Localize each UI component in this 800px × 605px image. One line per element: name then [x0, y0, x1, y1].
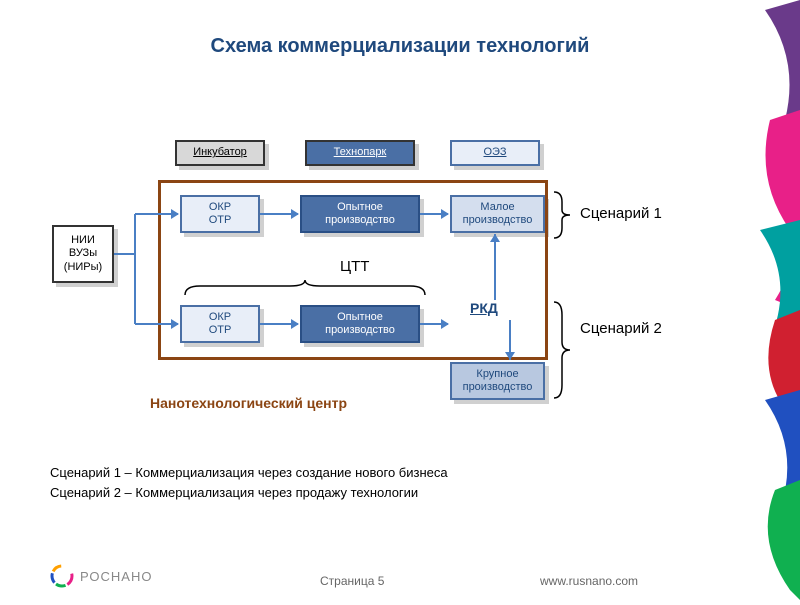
slide-title: Схема коммерциализации технологий: [0, 0, 800, 58]
diagram-label: Сценарий 1: [580, 205, 662, 222]
diagram-node: Технопарк: [305, 140, 415, 166]
diagram-label: ЦТТ: [340, 258, 369, 275]
scenario1-desc: Сценарий 1 – Коммерциализация через созд…: [50, 465, 448, 480]
bracket-scenario2: [552, 300, 572, 405]
diagram-node: Крупное производство: [450, 362, 545, 400]
diagram-node: Инкубатор: [175, 140, 265, 166]
bracket-ctt: [180, 280, 430, 303]
diagram-node: ОЭЗ: [450, 140, 540, 166]
sidebar-decoration: [755, 0, 800, 600]
diagram-label: Сценарий 2: [580, 320, 662, 337]
diagram-label: РКД: [470, 300, 498, 316]
footer-url: www.rusnano.com: [540, 574, 638, 588]
diagram-node: НИИ ВУЗы (НИРы): [52, 225, 114, 283]
page-number: Страница 5: [320, 574, 384, 588]
nanocenter-label: Нанотехнологический центр: [150, 395, 347, 411]
logo-icon: [50, 564, 74, 588]
bracket-scenario1: [552, 190, 572, 245]
flowchart: НИИ ВУЗы (НИРы)ИнкубаторТехнопаркОЭЗОКР …: [0, 110, 680, 440]
brand-text: РОСНАНО: [80, 569, 152, 584]
scenario2-desc: Сценарий 2 – Коммерциализация через прод…: [50, 485, 418, 500]
